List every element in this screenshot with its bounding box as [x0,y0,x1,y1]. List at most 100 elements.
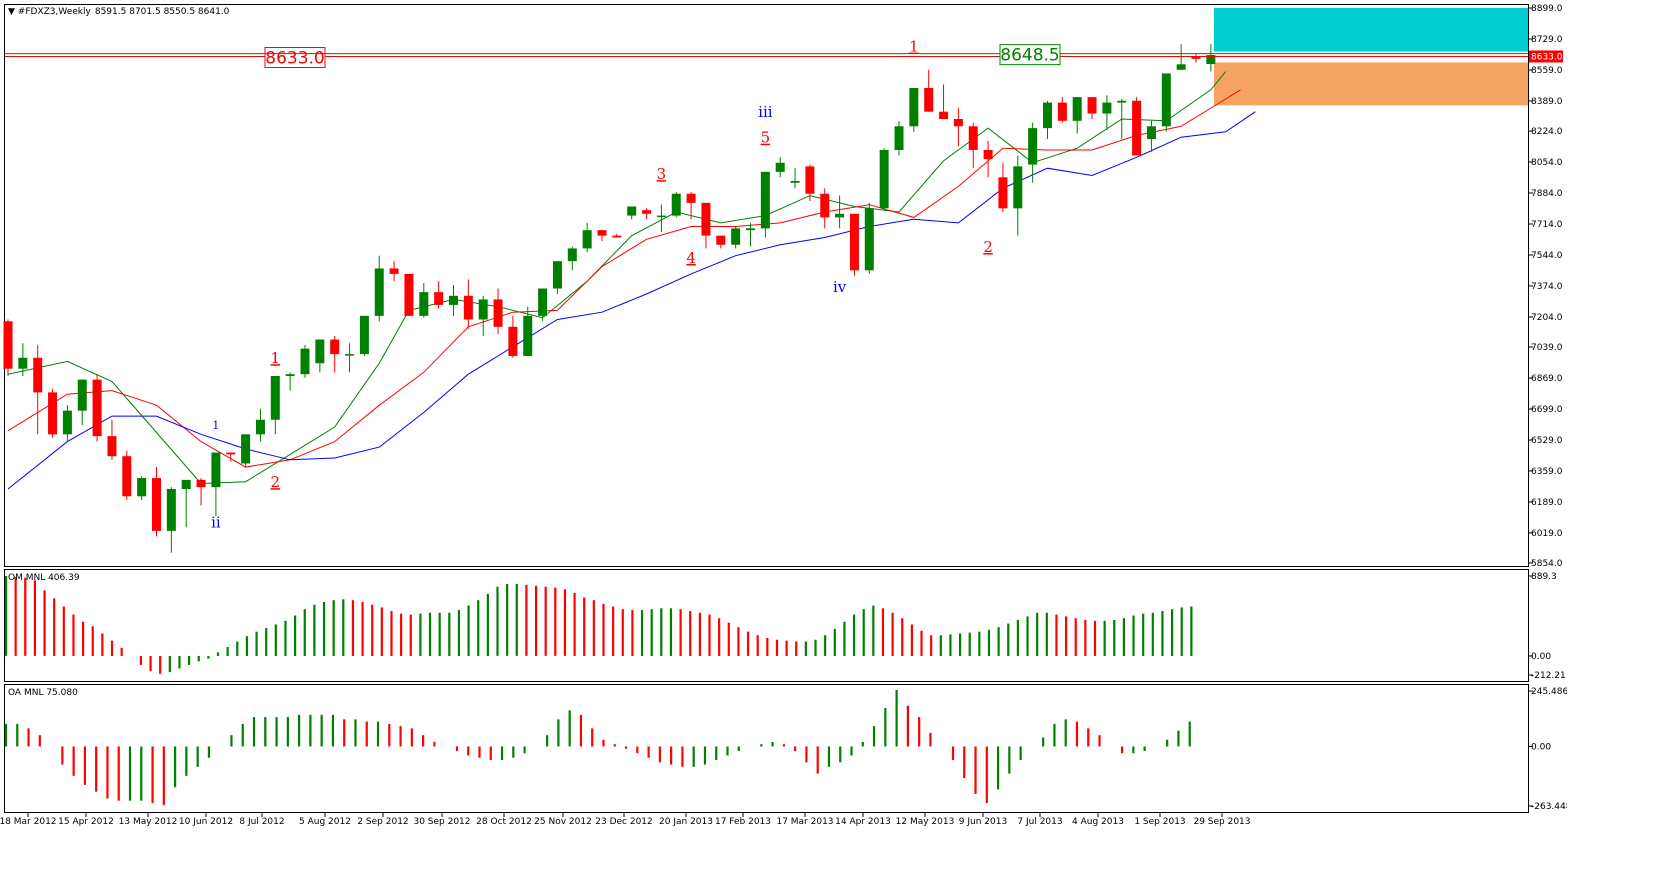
candle [434,281,444,309]
candle [1117,98,1127,140]
wave-label: 5 [761,129,771,147]
candle-body [1146,126,1156,140]
candle [478,295,488,336]
candle [122,450,132,500]
candle-body [493,299,503,327]
candle-body [478,299,488,320]
supply-zone-cyan [1214,8,1528,52]
x-tick-label: 18 Mar 2012 [0,817,57,827]
ma-blue-line [7,111,1256,490]
candle [315,339,325,373]
y-tick-label: 245.486 [1531,687,1567,697]
candle [241,434,251,468]
x-tick-label: 17 Mar 2013 [776,817,833,827]
candle [775,157,785,178]
x-tick-label: 1 Sep 2013 [1134,817,1185,827]
wave-label: iii [758,103,773,121]
candle-body [1117,100,1127,103]
candle [48,388,58,438]
y-tick-label: 6529.0 [1531,436,1563,446]
header-symbol: #FDXZ3,Weekly [18,7,92,17]
candle [1057,97,1067,123]
oa-indicator-panel: OA MNL 75.080 [4,684,1529,813]
candle-body [849,213,859,271]
candle-body [998,177,1008,209]
candle [152,467,161,537]
x-tick-label: 25 Nov 2012 [534,817,592,827]
candle [1013,155,1023,236]
candle-body [1176,64,1186,70]
candle [879,148,889,211]
header-arrow[interactable]: ▼ [8,7,18,17]
candle-body [716,235,726,245]
candle [627,206,637,220]
level-label-text: 8633.0 [265,48,324,68]
wave-labels: 1 ii 1 2 3 4 5 iii iv 1 2 [211,38,993,532]
candle [968,122,978,169]
candle [77,379,87,426]
candle-body [805,166,815,194]
candle-body [1057,102,1067,121]
candle-body [671,193,681,216]
om-bars [4,576,1193,674]
candle-body [1013,166,1023,209]
candle [1102,95,1112,130]
candle-body [864,208,874,271]
x-tick-label: 20 Jan 2013 [659,817,713,827]
wave-label: 2 [983,238,993,256]
candle-body [92,379,102,437]
candle-body [1043,102,1052,129]
candle [805,164,815,202]
y-tick-label: 8559.0 [1531,66,1563,76]
candle-body [419,292,429,316]
candle [1087,97,1097,119]
candle-body [107,436,117,457]
y-tick-label: 8389.0 [1531,97,1563,107]
candle-body [374,268,384,316]
price-zones [1214,8,1528,106]
level-label-8648.5: 8648.5 [999,44,1061,66]
candle-body [1028,128,1038,165]
candle [1176,44,1186,70]
x-tick-label: 29 Sep 2013 [1193,817,1250,827]
candle [270,375,280,435]
demand-zone-orange [1214,62,1528,106]
y-tick-label: 7884.0 [1531,189,1563,199]
candle [523,306,533,356]
level-label-text: 8648.5 [1000,46,1059,66]
x-tick-label: 14 Apr 2013 [835,817,891,827]
candle [166,487,176,553]
om-title: OM MNL 406.39 [8,573,80,583]
candle-body [939,111,949,119]
candle-body [463,295,473,320]
wave-label: 4 [686,249,696,267]
candle-body [241,434,251,464]
candle [835,195,845,229]
y-tick-label: 7039.0 [1531,343,1563,353]
candle-body [642,210,652,214]
wave-label: ii [211,513,221,531]
candles [3,43,1216,553]
candle [671,191,681,218]
candle-body [152,478,161,531]
candle-body [746,228,755,231]
candle-body [166,489,176,531]
candle [953,108,963,147]
x-tick-label: 9 Jun 2013 [959,817,1007,827]
y-tick-label: 6869.0 [1531,374,1563,384]
candle-body [62,410,72,435]
candle [345,343,355,373]
candle [538,288,548,322]
candle-body [196,479,206,488]
wave-label: 3 [657,165,667,183]
candle-body [790,180,800,183]
wave-label: 1 [909,38,919,56]
candle-body [18,357,28,369]
candle [1072,97,1082,134]
candle-body [1132,100,1142,156]
candle [552,261,562,294]
current-price-tag: 8633.0 [1531,52,1563,62]
candle [33,345,43,435]
candle [746,222,755,247]
level-label-box [999,44,1061,66]
